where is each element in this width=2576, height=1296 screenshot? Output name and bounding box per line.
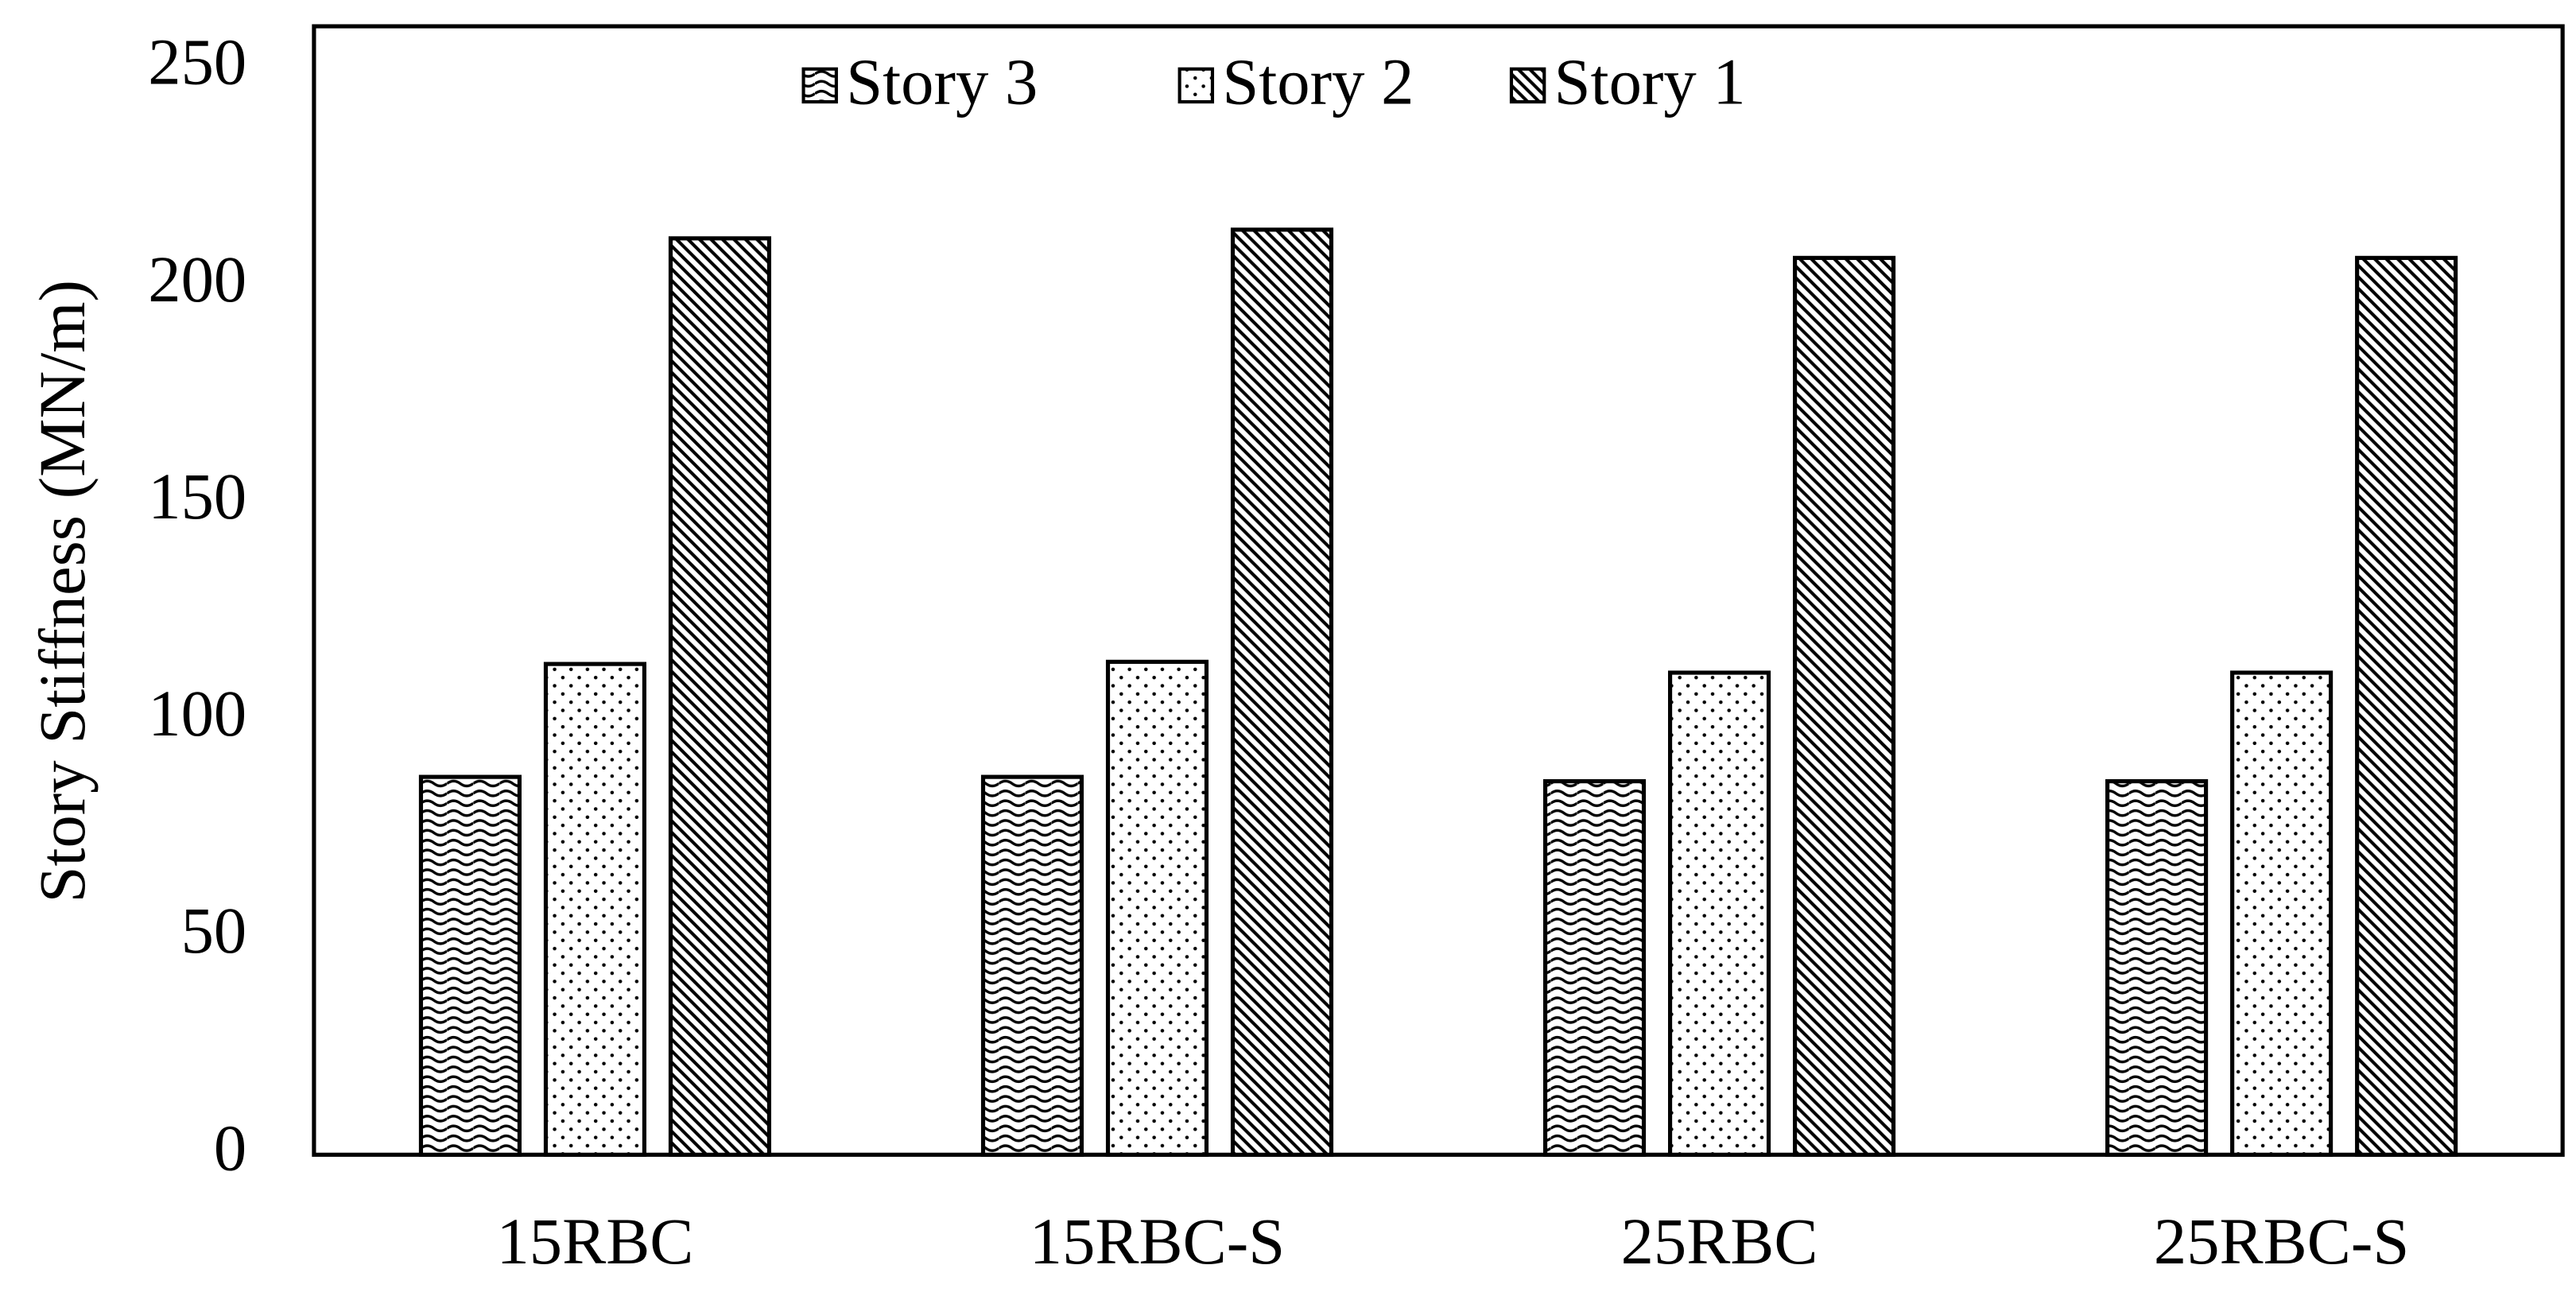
- y-tick-label: 250: [148, 25, 246, 99]
- bar: [543, 662, 647, 1157]
- bar: [1230, 227, 1334, 1157]
- y-axis-label: Story Stiffness (MN/m): [25, 280, 99, 902]
- x-tick-label: 25RBC-S: [2154, 1205, 2409, 1278]
- bar: [1542, 778, 1647, 1157]
- y-tick-label: 200: [148, 243, 246, 316]
- x-tick-label: 25RBC: [1621, 1205, 1818, 1278]
- x-tick-label: 15RBC-S: [1030, 1205, 1285, 1278]
- bar: [2105, 778, 2209, 1157]
- bar: [668, 236, 772, 1157]
- bar: [2230, 670, 2334, 1157]
- legend-label: Story 2: [1222, 45, 1414, 118]
- legend-swatch: [1177, 67, 1215, 104]
- plot-frame: [312, 24, 2565, 1157]
- legend-label: Story 3: [846, 45, 1038, 118]
- bar: [980, 774, 1084, 1157]
- bar: [418, 774, 522, 1157]
- legend-swatch: [1509, 67, 1546, 104]
- x-tick-label: 15RBC: [496, 1205, 693, 1278]
- bar: [2355, 255, 2458, 1157]
- legend-label: Story 1: [1554, 45, 1746, 118]
- bar: [1105, 659, 1209, 1157]
- y-tick-label: 150: [148, 460, 246, 533]
- legend-swatch: [801, 67, 838, 104]
- y-tick-label: 100: [148, 677, 246, 750]
- bar: [1793, 255, 1896, 1157]
- bar: [1667, 670, 1771, 1157]
- y-tick-label: 50: [181, 894, 247, 967]
- y-tick-label: 0: [214, 1111, 246, 1184]
